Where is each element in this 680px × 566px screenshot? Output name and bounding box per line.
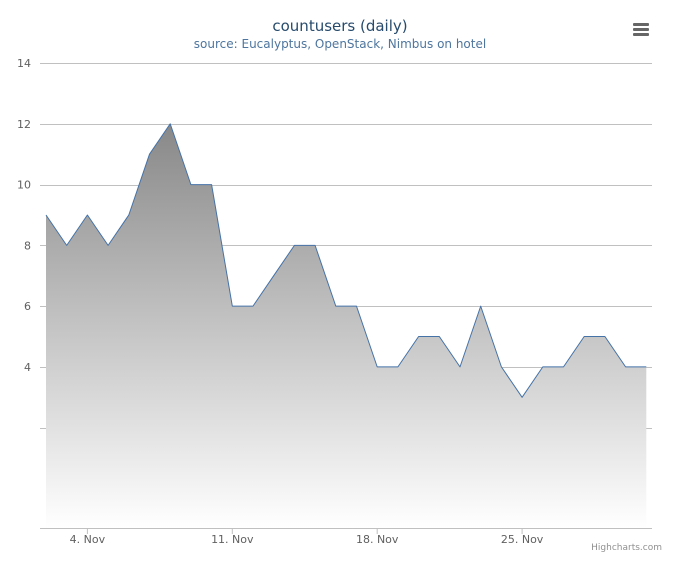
data-point[interactable] [643,364,649,370]
y-tick-label: 10 [17,179,31,192]
data-point[interactable] [581,334,587,340]
data-point[interactable] [64,242,70,248]
x-tick-label: 25. Nov [501,533,544,546]
data-point[interactable] [271,273,277,279]
data-point[interactable] [478,303,484,309]
chart-subtitle: source: Eucalyptus, OpenStack, Nimbus on… [193,37,487,51]
x-tick-label: 11. Nov [211,533,254,546]
series-area-fill [46,123,647,529]
data-point[interactable] [602,334,608,340]
chart-title: countusers (daily) [272,17,408,35]
data-point[interactable] [105,242,111,248]
data-point[interactable] [416,334,422,340]
data-point[interactable] [436,334,442,340]
data-point[interactable] [84,212,90,218]
data-point[interactable] [519,394,525,400]
data-point[interactable] [229,303,235,309]
hamburger-menu-icon[interactable] [630,20,652,38]
data-point[interactable] [457,364,463,370]
data-point[interactable] [498,364,504,370]
data-point[interactable] [209,182,215,188]
credits-link[interactable]: Highcharts.com [591,543,662,553]
data-point[interactable] [561,364,567,370]
x-tick-label: 18. Nov [356,533,399,546]
y-tick-label: 14 [17,57,31,70]
data-point[interactable] [540,364,546,370]
data-point[interactable] [312,242,318,248]
data-point[interactable] [126,212,132,218]
data-point[interactable] [374,364,380,370]
data-point[interactable] [167,121,173,127]
data-point[interactable] [623,364,629,370]
data-point[interactable] [354,303,360,309]
data-point[interactable] [395,364,401,370]
y-tick-label: 6 [24,300,31,313]
y-tick-label: 12 [17,118,31,131]
data-point[interactable] [333,303,339,309]
data-point[interactable] [188,182,194,188]
y-tick-label: 8 [24,239,31,252]
series-line[interactable] [45,123,647,398]
y-tick-label: 4 [24,361,31,374]
data-point[interactable] [250,303,256,309]
data-point[interactable] [147,151,153,157]
x-tick-label: 4. Nov [70,533,106,546]
data-point[interactable] [291,242,297,248]
data-point[interactable] [43,212,49,218]
